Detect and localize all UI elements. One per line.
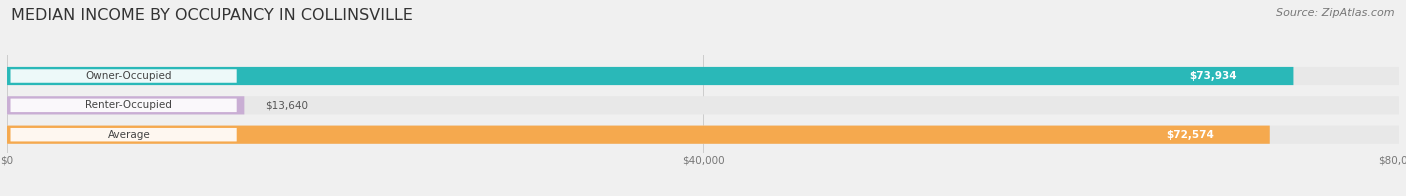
FancyBboxPatch shape bbox=[10, 99, 236, 112]
Text: Source: ZipAtlas.com: Source: ZipAtlas.com bbox=[1277, 8, 1395, 18]
FancyBboxPatch shape bbox=[7, 126, 1399, 144]
Text: $13,640: $13,640 bbox=[266, 100, 308, 110]
FancyBboxPatch shape bbox=[7, 67, 1399, 85]
FancyBboxPatch shape bbox=[7, 126, 1270, 144]
Text: Owner-Occupied: Owner-Occupied bbox=[86, 71, 172, 81]
Text: $73,934: $73,934 bbox=[1189, 71, 1237, 81]
Text: MEDIAN INCOME BY OCCUPANCY IN COLLINSVILLE: MEDIAN INCOME BY OCCUPANCY IN COLLINSVIL… bbox=[11, 8, 413, 23]
FancyBboxPatch shape bbox=[7, 96, 245, 114]
Text: Average: Average bbox=[107, 130, 150, 140]
Text: Renter-Occupied: Renter-Occupied bbox=[86, 100, 173, 110]
FancyBboxPatch shape bbox=[7, 96, 1399, 114]
FancyBboxPatch shape bbox=[10, 128, 236, 142]
FancyBboxPatch shape bbox=[10, 69, 236, 83]
Text: $72,574: $72,574 bbox=[1166, 130, 1213, 140]
FancyBboxPatch shape bbox=[7, 67, 1294, 85]
